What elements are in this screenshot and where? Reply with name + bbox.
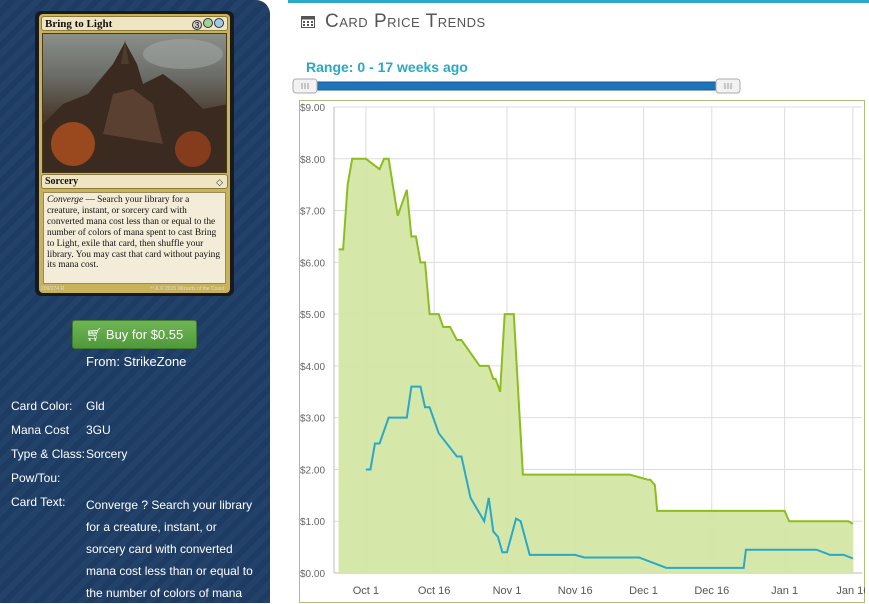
range-label: Range: 0 - 17 weeks ago [306,59,468,75]
detail-value-mana: 3GU [86,423,111,437]
detail-card-text: Converge ? Search your library for a cre… [86,498,253,600]
detail-label-powtou: Pow/Tou: [11,471,61,485]
x-tick-label: Jan 16 [836,585,865,597]
range-slider[interactable] [292,78,741,94]
buy-label: Buy for $0.55 [105,327,184,342]
calendar-icon [301,16,315,28]
y-tick-label: $0.00 [300,569,325,580]
detail-label-type: Type & Class: [11,447,86,461]
set-symbol-icon: ◇ [216,177,223,187]
detail-label-color: Card Color: [11,399,73,413]
card-rules-text: Converge — Search your library for a cre… [43,192,226,284]
x-tick-label: Nov 1 [493,585,522,597]
x-tick-label: Oct 16 [418,585,450,597]
price-trend-chart: $0.00 $1.00 $2.00 $3.00 $4.00 $5.00 $6.00 $7.00… [299,100,865,603]
mana-cost-icon: 3 [191,18,224,30]
detail-label-mana: Mana Cost [11,423,70,437]
card-type: Sorcery [45,176,79,187]
collector-number: 209/274 R [41,286,65,292]
copyright: ™ & © 2015 Wizards of the Coast [148,286,224,292]
slider-handle-left[interactable] [292,78,318,94]
y-tick-label: $2.00 [300,465,325,476]
y-tick-label: $3.00 [300,414,325,425]
card-image: Bring to Light 3 Sorcery ◇ Converge — Se… [35,11,234,296]
series-line-blue [365,385,854,569]
slider-handle-right[interactable] [715,78,741,94]
y-tick-label: $5.00 [300,310,325,321]
detail-value-type: Sorcery [86,447,128,461]
sidebar: Bring to Light 3 Sorcery ◇ Converge — Se… [0,0,270,603]
x-tick-label: Nov 16 [558,585,593,597]
y-tick-label: $6.00 [300,258,325,269]
x-tick-label: Oct 1 [353,585,379,597]
x-tick-label: Jan 1 [771,585,798,597]
x-tick-label: Dec 1 [629,585,658,597]
card-name: Bring to Light [45,18,113,30]
series-area-fill [338,158,853,573]
buy-button[interactable]: 🛒︎ Buy for $0.55 [72,320,197,349]
y-tick-label: $7.00 [300,207,325,218]
shopping-cart-icon: 🛒︎ [85,327,103,342]
section-title: Card Price Trends [301,11,486,33]
accent-bar [288,0,869,3]
y-tick-label: $8.00 [300,155,325,166]
y-tick-label: $1.00 [300,517,325,528]
detail-value-color: Gld [86,399,105,413]
y-tick-label: $9.00 [300,103,325,114]
series-line-green [338,157,854,525]
seller-label: From: StrikeZone [86,354,187,369]
x-tick-label: Dec 16 [694,585,729,597]
y-tick-label: $4.00 [300,362,325,373]
card-art [42,33,227,173]
detail-label-text: Card Text: [11,495,66,509]
